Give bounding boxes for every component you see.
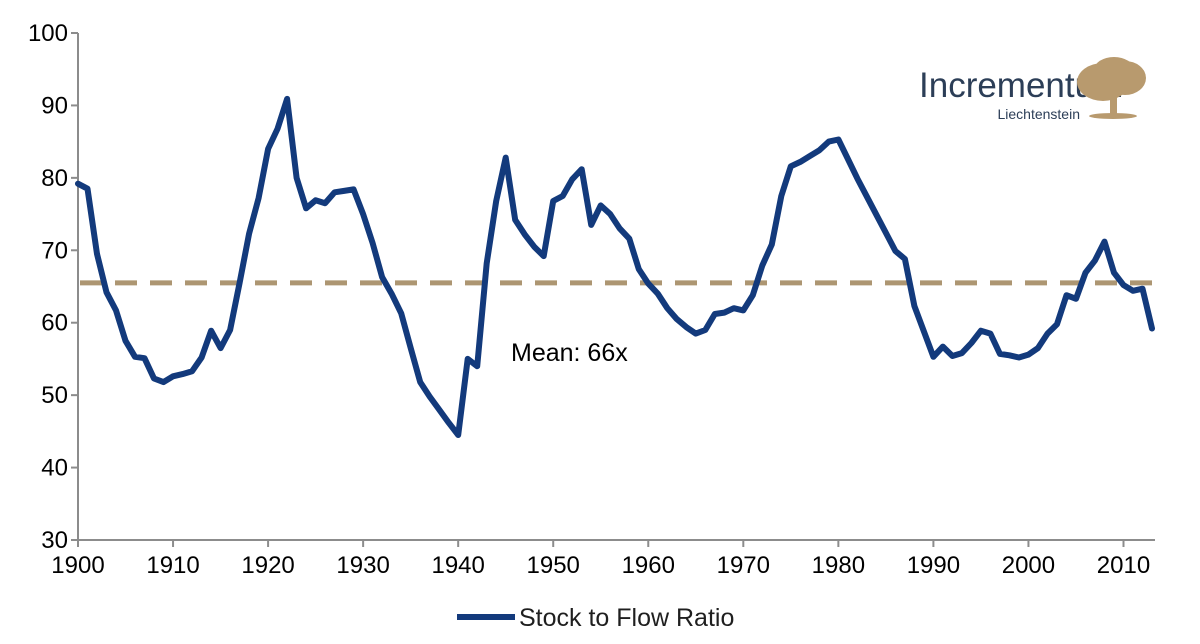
brand-logo: Incrementum Liechtenstein — [919, 57, 1146, 122]
x-tick-label: 1950 — [527, 552, 580, 579]
x-tick-label: 2000 — [1002, 552, 1055, 579]
y-tick-label: 80 — [41, 165, 68, 192]
x-tick-label: 1920 — [241, 552, 294, 579]
axes — [77, 33, 1155, 541]
legend: Stock to Flow Ratio — [457, 604, 734, 632]
x-tick-label: 1930 — [336, 552, 389, 579]
x-tick-label: 1900 — [51, 552, 104, 579]
y-tick-label: 40 — [41, 455, 68, 482]
oak-tree-icon — [1077, 57, 1146, 119]
y-tick-label: 30 — [41, 527, 68, 554]
y-axis-ticks: 30 40 50 60 70 80 90 100 — [28, 20, 78, 554]
x-tick-label: 1940 — [431, 552, 484, 579]
y-tick-label: 50 — [41, 382, 68, 409]
mean-annotation: Mean: 66x — [511, 339, 628, 367]
y-tick-label: 60 — [41, 310, 68, 337]
x-tick-label: 2010 — [1097, 552, 1150, 579]
x-tick-label: 1910 — [146, 552, 199, 579]
x-axis-ticks: 1900 1910 1920 1930 1940 1950 1960 1970 1980 1990… — [51, 540, 1150, 579]
y-tick-label: 90 — [41, 92, 68, 119]
brand-subtitle: Liechtenstein — [997, 106, 1080, 122]
y-tick-label: 70 — [41, 237, 68, 264]
stock-to-flow-series-line — [75, 95, 1155, 438]
x-tick-label: 1990 — [907, 552, 960, 579]
x-tick-label: 1960 — [622, 552, 675, 579]
y-tick-label: 100 — [28, 20, 68, 47]
legend-label: Stock to Flow Ratio — [519, 604, 734, 632]
x-tick-label: 1980 — [812, 552, 865, 579]
x-tick-label: 1970 — [717, 552, 770, 579]
